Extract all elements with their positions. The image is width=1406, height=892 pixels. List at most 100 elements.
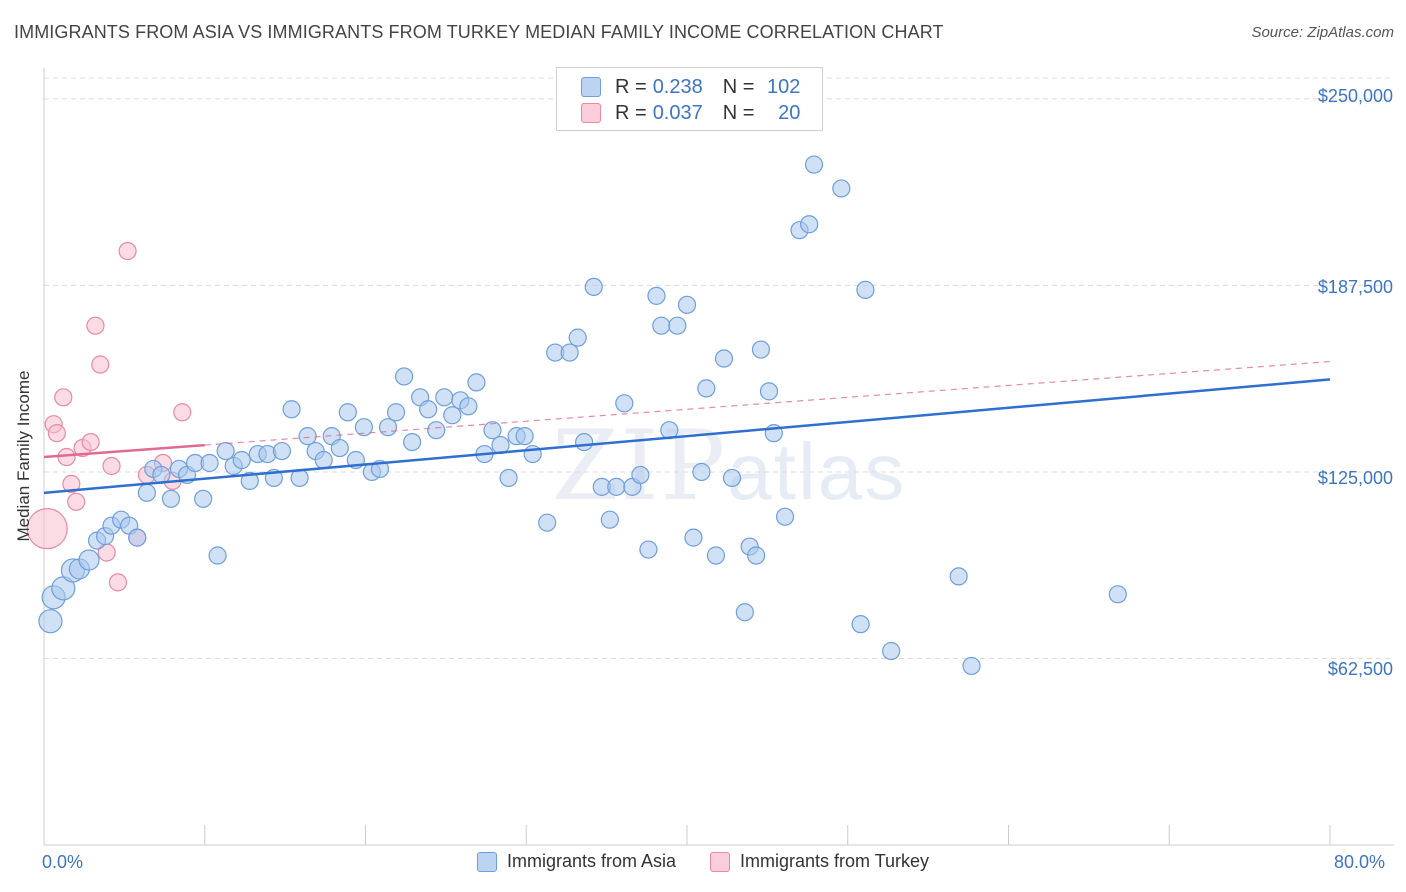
turkey-swatch bbox=[710, 851, 730, 872]
turkey-trend-line bbox=[43, 443, 205, 459]
legend-row-asia: R = 0.238 N = 102 bbox=[581, 75, 800, 99]
y-tick-label: $250,000 bbox=[1317, 86, 1393, 106]
asia-point bbox=[851, 615, 870, 634]
legend-item-asia[interactable]: Immigrants from Asia bbox=[476, 851, 676, 872]
legend-label-asia: Immigrants from Asia bbox=[506, 851, 676, 871]
asia-point bbox=[128, 528, 147, 547]
y-tick-label: $62,500 bbox=[1327, 659, 1393, 679]
asia-point bbox=[467, 373, 486, 392]
turkey-point bbox=[108, 573, 128, 592]
turkey-point bbox=[67, 492, 86, 511]
x-tick-label-min: 0.0% bbox=[42, 852, 84, 872]
asia-point bbox=[194, 489, 213, 508]
asia-point bbox=[208, 546, 227, 565]
asia-point bbox=[697, 379, 716, 398]
n-label: N = bbox=[722, 101, 755, 124]
asia-point bbox=[403, 433, 422, 452]
asia-point bbox=[600, 510, 619, 529]
n-value: 102 bbox=[767, 75, 801, 98]
source-label: Source: ZipAtlas.com bbox=[1251, 24, 1394, 41]
asia-point bbox=[647, 286, 666, 305]
asia-swatch bbox=[476, 851, 497, 872]
asia-point bbox=[1108, 585, 1127, 604]
asia-point bbox=[714, 349, 734, 368]
legend-row-turkey: R = 0.037 N = 20 bbox=[581, 101, 800, 125]
asia-point bbox=[232, 450, 251, 470]
asia-trend-line bbox=[43, 378, 1331, 495]
turkey-trend-extension bbox=[204, 360, 1331, 446]
turkey-point bbox=[26, 508, 68, 550]
asia-point bbox=[692, 462, 711, 482]
asia-point bbox=[962, 656, 981, 676]
asia-point bbox=[419, 400, 438, 419]
asia-point bbox=[684, 528, 703, 547]
asia-point bbox=[584, 277, 603, 297]
asia-point bbox=[575, 433, 594, 452]
asia-point bbox=[722, 468, 742, 488]
asia-point bbox=[282, 400, 301, 419]
asia-point bbox=[538, 513, 557, 532]
r-label: R = bbox=[615, 75, 647, 98]
asia-point bbox=[615, 394, 634, 413]
asia-point bbox=[435, 388, 454, 407]
asia-point bbox=[515, 427, 534, 446]
asia-point bbox=[330, 438, 349, 458]
turkey-point bbox=[102, 456, 121, 476]
turkey-point bbox=[86, 316, 105, 335]
r-label: R = bbox=[615, 101, 647, 124]
turkey-point bbox=[47, 424, 66, 443]
asia-point bbox=[631, 465, 650, 485]
asia-point bbox=[240, 471, 259, 490]
stats-legend: R = 0.238 N = 102 R = 0.037 N = 20 bbox=[556, 67, 823, 131]
asia-point bbox=[386, 403, 406, 422]
asia-point bbox=[560, 343, 579, 362]
asia-point bbox=[378, 418, 398, 437]
asia-point bbox=[735, 603, 754, 622]
y-tick-label: $125,000 bbox=[1317, 468, 1393, 488]
asia-point bbox=[272, 441, 292, 461]
asia-point bbox=[137, 483, 156, 502]
turkey-swatch bbox=[581, 103, 601, 123]
asia-point bbox=[775, 507, 795, 526]
asia-point bbox=[607, 477, 626, 496]
asia-point bbox=[443, 406, 462, 425]
asia-point bbox=[78, 549, 100, 571]
turkey-point bbox=[118, 241, 137, 261]
asia-point bbox=[200, 453, 219, 473]
asia-point bbox=[882, 641, 901, 661]
legend-item-turkey[interactable]: Immigrants from Turkey bbox=[710, 851, 929, 872]
asia-point bbox=[483, 421, 502, 440]
turkey-point bbox=[173, 403, 192, 422]
asia-point bbox=[856, 280, 875, 299]
n-label: N = bbox=[722, 75, 755, 98]
turkey-point bbox=[91, 355, 110, 374]
asia-point bbox=[759, 382, 779, 401]
asia-point bbox=[747, 546, 766, 565]
data-points bbox=[26, 155, 1127, 676]
asia-point bbox=[354, 418, 373, 437]
trend-lines bbox=[43, 360, 1331, 495]
asia-point bbox=[751, 340, 771, 359]
asia-point bbox=[38, 609, 63, 634]
asia-point bbox=[161, 489, 181, 508]
asia-point bbox=[677, 295, 697, 314]
asia-point bbox=[832, 179, 851, 198]
y-axis-label: Median Family Income bbox=[14, 370, 33, 542]
grid-lines bbox=[44, 77, 1394, 659]
r-value: 0.037 bbox=[652, 101, 703, 124]
asia-point bbox=[298, 427, 317, 446]
turkey-point bbox=[54, 388, 73, 407]
asia-point bbox=[804, 155, 824, 174]
asia-point bbox=[499, 468, 518, 488]
asia-point bbox=[639, 540, 658, 559]
asia-point bbox=[800, 215, 819, 234]
asia-point bbox=[668, 316, 687, 335]
turkey-point bbox=[62, 474, 81, 493]
asia-point bbox=[216, 441, 235, 461]
asia-swatch bbox=[581, 77, 601, 97]
asia-point bbox=[394, 367, 414, 386]
asia-point bbox=[568, 328, 587, 347]
n-value: 20 bbox=[778, 101, 801, 124]
asia-point bbox=[459, 397, 478, 416]
